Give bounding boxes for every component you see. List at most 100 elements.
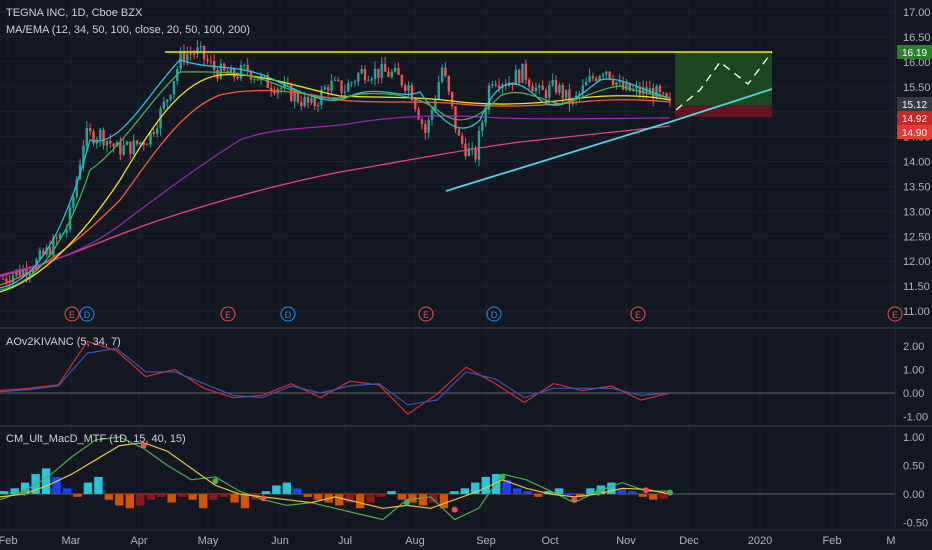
candle-body [313, 98, 316, 106]
macd-histogram-bar [73, 494, 82, 497]
candle-body [296, 92, 300, 102]
stop-zone[interactable] [675, 105, 772, 117]
macd-histogram-bar [355, 494, 365, 509]
candle-body [172, 81, 176, 95]
candle-body [450, 91, 454, 107]
candle-body [122, 145, 125, 155]
candle-body [367, 80, 370, 82]
earnings-marker-label: E [892, 310, 898, 320]
price-tick-label: 13.00 [903, 206, 931, 218]
price-tag-bg [897, 111, 932, 125]
candle-body [440, 67, 444, 83]
candle-body [343, 91, 347, 93]
candle-body [55, 237, 58, 239]
macd-histogram-bar [471, 482, 480, 494]
macd-histogram-bar [157, 494, 166, 497]
earnings-marker-circle [280, 306, 296, 322]
earnings-marker-label: D [84, 310, 91, 320]
macd-cross-dot [20, 489, 27, 496]
time-tick-label: May [198, 535, 219, 547]
macd-legend: CM_Ult_MacD_MTF (1D, 15, 40, 15) [6, 433, 186, 445]
ascending-trendline[interactable] [445, 121, 671, 192]
macd-histogram-bar [659, 494, 668, 499]
ma-100-line [0, 115, 671, 276]
price-tick-label: 12.00 [903, 256, 931, 268]
candle-body [189, 53, 192, 55]
macd-histogram-bar [115, 494, 124, 506]
ao-lines [0, 340, 671, 415]
macd-histogram-bar [282, 482, 292, 494]
candle-body [115, 142, 119, 147]
time-tick-label: Oct [541, 535, 558, 547]
price-tick-label: 14.00 [903, 157, 931, 169]
ma-200-line [0, 125, 671, 277]
candle-body [571, 99, 574, 105]
earnings-marker-circle [630, 306, 646, 322]
macd-histogram-bar [125, 494, 134, 509]
macd-cross-dot [451, 506, 458, 513]
time-tick-label: Jul [338, 535, 352, 547]
candle-body [333, 79, 337, 81]
candle-body [293, 92, 296, 102]
candle-body [209, 60, 213, 62]
macd-histogram-bar [52, 476, 61, 494]
candle-body [306, 97, 310, 103]
macd-histogram-bar [219, 494, 229, 497]
time-tick-label: Feb [823, 535, 842, 547]
symbol-title: TEGNA INC, 1D, Cboe BZX [6, 7, 143, 19]
candle-body [454, 106, 457, 130]
candle-body [48, 247, 52, 256]
candle-body [605, 71, 608, 75]
candle-body [353, 81, 357, 83]
candle-body [383, 63, 387, 72]
candle-body [186, 53, 189, 61]
candle-body [595, 78, 598, 81]
candle-body [119, 142, 122, 155]
candle-body [561, 85, 564, 99]
macd-histogram-bar [376, 494, 386, 497]
candle-body [99, 130, 102, 140]
candle-body [538, 85, 541, 88]
candle-body [414, 100, 417, 110]
candle-body [521, 63, 524, 83]
macd-histogram-bar [83, 482, 93, 494]
candle-body [15, 269, 18, 276]
time-axis[interactable]: Feb Mar Apr May Jun Jul Aug Sep Oct Nov Dec 2020 Feb… [0, 535, 896, 547]
candle-body [608, 71, 611, 79]
candle-body [11, 275, 15, 283]
candle-body [638, 86, 642, 95]
earnings-marker-circle [887, 306, 903, 322]
trendline-projection[interactable] [669, 88, 773, 123]
candle-body [487, 85, 491, 110]
macd-histogram-bar [62, 488, 72, 494]
candle-body [424, 123, 427, 133]
candle-body [404, 85, 407, 92]
candle-body [528, 79, 531, 87]
candle-body [5, 278, 8, 282]
candle-body [112, 143, 115, 147]
time-tick-label: M [886, 535, 895, 547]
earnings-marker-label: E [69, 310, 75, 320]
macd-histogram-bar [104, 494, 114, 500]
price-tick-label: 12.50 [903, 231, 931, 243]
candle-body [544, 90, 548, 98]
macd-histogram-bar [628, 491, 637, 494]
target-zone[interactable] [675, 52, 772, 105]
ma-34-line [0, 73, 671, 293]
price-axis[interactable]: 17.0016.5016.0015.5015.0014.5014.0013.50… [903, 7, 931, 530]
candle-body [85, 128, 88, 146]
candle-body [474, 147, 477, 160]
candle-body [568, 89, 571, 105]
candle-body [517, 70, 521, 83]
candle-body [350, 82, 353, 84]
candle-body [598, 76, 601, 81]
candle-body [665, 93, 668, 99]
projected-path[interactable] [675, 51, 773, 111]
candle-body [514, 70, 518, 85]
macd-cross-dot [571, 496, 578, 503]
candle-body [360, 68, 363, 74]
macd-histogram-bar [502, 479, 511, 494]
price-tag: 15.12 [897, 97, 932, 111]
macd-histogram-bar [554, 488, 564, 494]
